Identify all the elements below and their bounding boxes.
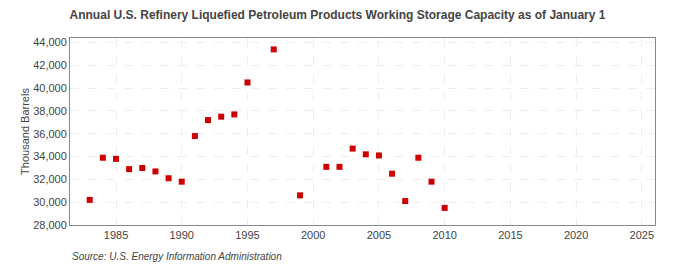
svg-text:1985: 1985 [104,229,128,241]
svg-text:Thousand Barrels: Thousand Barrels [19,88,31,175]
svg-text:2005: 2005 [367,229,391,241]
svg-text:38,000: 38,000 [33,105,67,117]
svg-text:28,000: 28,000 [33,219,67,231]
svg-text:34,000: 34,000 [33,150,67,162]
svg-text:Annual U.S. Refinery Liquefied: Annual U.S. Refinery Liquefied Petroleum… [70,8,606,22]
svg-text:1995: 1995 [235,229,259,241]
svg-text:2020: 2020 [564,229,588,241]
svg-text:2000: 2000 [301,229,325,241]
svg-text:2015: 2015 [498,229,522,241]
svg-text:42,000: 42,000 [33,59,67,71]
svg-text:2025: 2025 [630,229,654,241]
svg-text:1990: 1990 [169,229,193,241]
svg-text:44,000: 44,000 [33,36,67,48]
svg-text:30,000: 30,000 [33,196,67,208]
svg-text:36,000: 36,000 [33,128,67,140]
svg-text:32,000: 32,000 [33,173,67,185]
svg-text:40,000: 40,000 [33,82,67,94]
svg-text:Source: U.S. Energy Informatio: Source: U.S. Energy Information Administ… [72,251,282,262]
svg-text:2010: 2010 [432,229,456,241]
